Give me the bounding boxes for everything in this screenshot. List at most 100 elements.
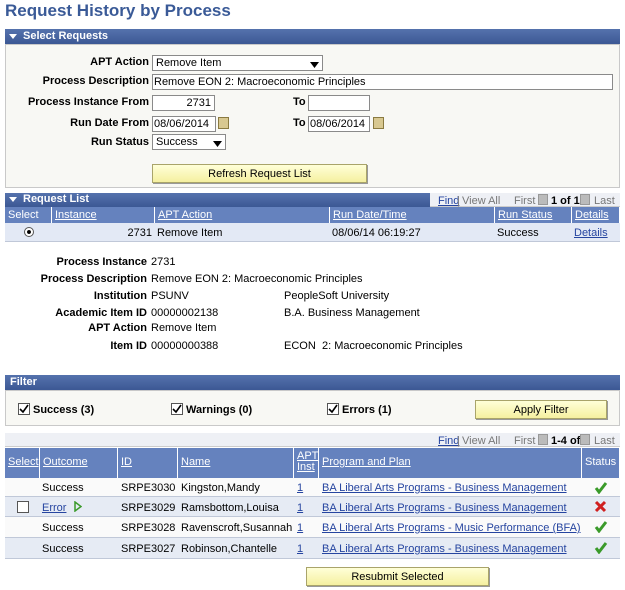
- cross: [594, 500, 607, 513]
- cell: Robinson,Chantelle: [181, 543, 278, 555]
- nav-first[interactable]: First: [514, 195, 536, 207]
- text-input[interactable]: [308, 95, 370, 111]
- date-input[interactable]: 08/06/2014: [308, 116, 370, 132]
- nav-last[interactable]: Last: [594, 435, 615, 447]
- nav-range: 1 of 1: [551, 195, 580, 207]
- button[interactable]: Refresh Request List: [152, 164, 367, 183]
- checkbox-label[interactable]: Warnings (0): [186, 404, 253, 416]
- detail-label: APT Action: [88, 322, 147, 334]
- cell: SRPE3030: [121, 482, 176, 494]
- dropdown-arrow-svg: [310, 62, 319, 68]
- checkbox-svg: [327, 403, 339, 415]
- nav-sep: |: [457, 195, 460, 207]
- grid-row: [5, 478, 620, 497]
- detail-value: Remove Item: [151, 322, 217, 334]
- cell-link[interactable]: 1: [297, 543, 304, 555]
- nav-next[interactable]: [580, 434, 590, 445]
- cell-link[interactable]: BA Liberal Arts Programs - Music Perform…: [322, 522, 581, 534]
- column-header[interactable]: ID: [118, 448, 178, 478]
- box: [18, 403, 30, 415]
- nav-view-all[interactable]: View All: [462, 195, 501, 207]
- calendar-icon[interactable]: [373, 117, 384, 129]
- column-header: Status: [582, 448, 620, 478]
- calendar-icon[interactable]: [218, 117, 229, 129]
- column-header[interactable]: Program and Plan: [319, 448, 582, 478]
- expand-icon: [74, 500, 83, 513]
- status-icon-svg: [594, 542, 608, 555]
- nav-prev[interactable]: [538, 434, 548, 445]
- tick: [172, 404, 182, 414]
- detail-subject: ECON: [284, 340, 316, 352]
- cell-link[interactable]: BA Liberal Arts Programs - Business Mana…: [322, 501, 567, 514]
- field-label: To: [293, 96, 306, 108]
- cell-link[interactable]: 1: [297, 522, 304, 534]
- cell: Success: [497, 227, 539, 239]
- dropdown-arrow: [213, 139, 222, 147]
- cell-link[interactable]: 1: [297, 501, 304, 514]
- box: [327, 403, 339, 415]
- column-header[interactable]: Instance: [52, 207, 155, 223]
- button[interactable]: Resubmit Selected: [306, 567, 489, 586]
- status-icon: [594, 520, 608, 534]
- column-header[interactable]: APT Inst: [294, 448, 319, 478]
- column-header[interactable]: Details: [572, 207, 620, 223]
- box: [171, 403, 183, 415]
- section-header[interactable]: Select Requests: [5, 29, 620, 44]
- nav-view-all[interactable]: View All: [462, 435, 501, 447]
- detail-value: PSUNV: [151, 290, 189, 302]
- column-header[interactable]: Outcome: [40, 448, 118, 478]
- grid-row: [5, 517, 620, 538]
- field-label: Run Date From: [70, 117, 149, 129]
- nav-first[interactable]: First: [514, 435, 536, 447]
- column-header[interactable]: Name: [178, 448, 294, 478]
- nav-last[interactable]: Last: [594, 195, 615, 207]
- column-header[interactable]: APT Action: [155, 207, 330, 223]
- section-header: Filter: [5, 375, 620, 390]
- dropdown[interactable]: Remove Item: [152, 55, 323, 71]
- cell: SRPE3029: [121, 501, 176, 514]
- arrow: [213, 141, 222, 147]
- nav-range: 1-4 of 4: [551, 435, 590, 447]
- cell: Remove Item: [157, 227, 223, 239]
- status-icon: [594, 481, 608, 495]
- tick: [19, 404, 29, 414]
- column-header[interactable]: Select: [5, 448, 40, 478]
- outcome: Success: [42, 522, 84, 534]
- text-input[interactable]: 2731: [152, 95, 215, 111]
- cell-link[interactable]: Details: [574, 227, 608, 239]
- cell-link[interactable]: BA Liberal Arts Programs - Business Mana…: [322, 543, 567, 555]
- cell: Ramsbottom,Louisa: [181, 501, 279, 514]
- status-icon: [594, 500, 608, 513]
- detail-label: Item ID: [110, 340, 147, 352]
- nav-prev[interactable]: [538, 194, 548, 205]
- toggle[interactable]: [9, 197, 17, 202]
- toggle[interactable]: [9, 34, 17, 39]
- text-input[interactable]: Remove EON 2: Macroeconomic Principles: [152, 74, 613, 90]
- field-label: Process Description: [42, 75, 149, 87]
- detail-value: 00000000388: [151, 340, 219, 352]
- check: [594, 542, 608, 555]
- triangle: [74, 500, 83, 513]
- dropdown[interactable]: Success: [152, 134, 226, 150]
- section-header[interactable]: Request List: [5, 193, 430, 207]
- checkbox-svg: [17, 501, 29, 513]
- dropdown-arrow: [310, 60, 319, 68]
- box: [17, 501, 29, 513]
- date-input[interactable]: 08/06/2014: [152, 116, 216, 132]
- outcome-link[interactable]: Error: [42, 501, 67, 514]
- nav-bar: [5, 433, 620, 447]
- radio[interactable]: [24, 227, 34, 237]
- nav-bar: [430, 193, 620, 207]
- nav-find[interactable]: Find: [438, 435, 460, 447]
- checkbox-label[interactable]: Errors (1): [342, 404, 392, 416]
- column-header[interactable]: Run Date/Time: [330, 207, 495, 223]
- detail-value: 2731: [151, 256, 176, 268]
- cell-link[interactable]: 1: [297, 482, 304, 494]
- checkbox-label[interactable]: Success (3): [33, 404, 95, 416]
- button[interactable]: Apply Filter: [475, 400, 607, 419]
- cell-link[interactable]: BA Liberal Arts Programs - Business Mana…: [322, 482, 567, 494]
- nav-find[interactable]: Find: [438, 195, 460, 207]
- column-header[interactable]: Run Status: [495, 207, 572, 223]
- nav-next[interactable]: [580, 194, 590, 205]
